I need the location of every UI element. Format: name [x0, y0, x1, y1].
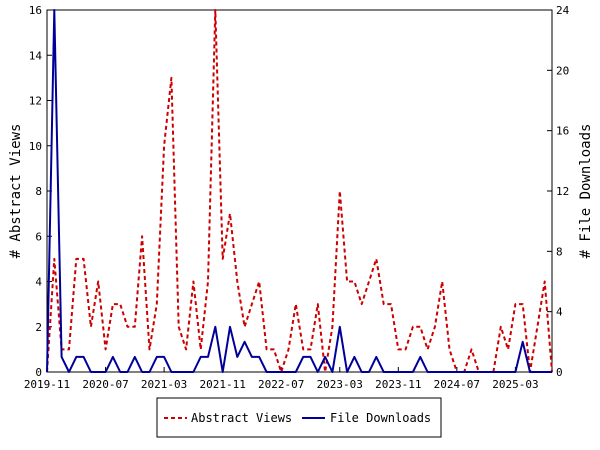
- series-layer: [46, 9, 553, 373]
- x-tick-label: 2024-07: [434, 378, 480, 391]
- left-tick-label: 6: [35, 230, 42, 243]
- legend-label-abstract-views: Abstract Views: [191, 411, 292, 425]
- x-tick-label: 2023-11: [375, 378, 421, 391]
- left-tick-label: 4: [35, 276, 42, 289]
- x-tick-label: 2020-07: [82, 378, 128, 391]
- right-tick-label: 0: [556, 366, 563, 379]
- right-tick-label: 24: [556, 4, 570, 17]
- legend: Abstract Views File Downloads: [156, 397, 442, 438]
- right-tick-label: 4: [556, 306, 563, 319]
- left-tick-label: 16: [29, 4, 42, 17]
- legend-box: [156, 397, 442, 438]
- left-tick-label: 12: [29, 95, 42, 108]
- right-tick-label: 12: [556, 185, 569, 198]
- x-tick-label: 2025-03: [492, 378, 538, 391]
- right-axis-title: # File Downloads: [578, 124, 594, 259]
- left-tick-label: 2: [35, 321, 42, 334]
- left-tick-label: 0: [35, 366, 42, 379]
- legend-label-file-downloads: File Downloads: [330, 411, 431, 425]
- plot-area: [46, 9, 553, 373]
- left-tick-label: 8: [35, 185, 42, 198]
- x-tick-label: 2021-11: [199, 378, 245, 391]
- right-tick-label: 20: [556, 64, 569, 77]
- x-tick-label: 2022-07: [258, 378, 304, 391]
- right-tick-label: 16: [556, 125, 569, 138]
- right-tick-label: 8: [556, 245, 563, 258]
- series-line-file-downloads: [46, 9, 552, 373]
- left-axis: 0 2 4 6 8 10 12 14 16: [29, 4, 52, 379]
- series-line-abstract-views: [46, 9, 553, 373]
- left-tick-label: 14: [29, 49, 43, 62]
- x-tick-label: 2019-11: [24, 378, 70, 391]
- x-tick-label: 2023-03: [317, 378, 363, 391]
- x-axis: 2019-11 2020-07 2021-03 2021-11 2022-07 2023-…: [24, 367, 539, 391]
- left-axis-title: # Abstract Views: [8, 124, 24, 259]
- x-tick-label: 2021-03: [141, 378, 187, 391]
- right-axis: 0 4 8 12 16 20 24: [547, 4, 570, 379]
- left-tick-label: 10: [29, 140, 42, 153]
